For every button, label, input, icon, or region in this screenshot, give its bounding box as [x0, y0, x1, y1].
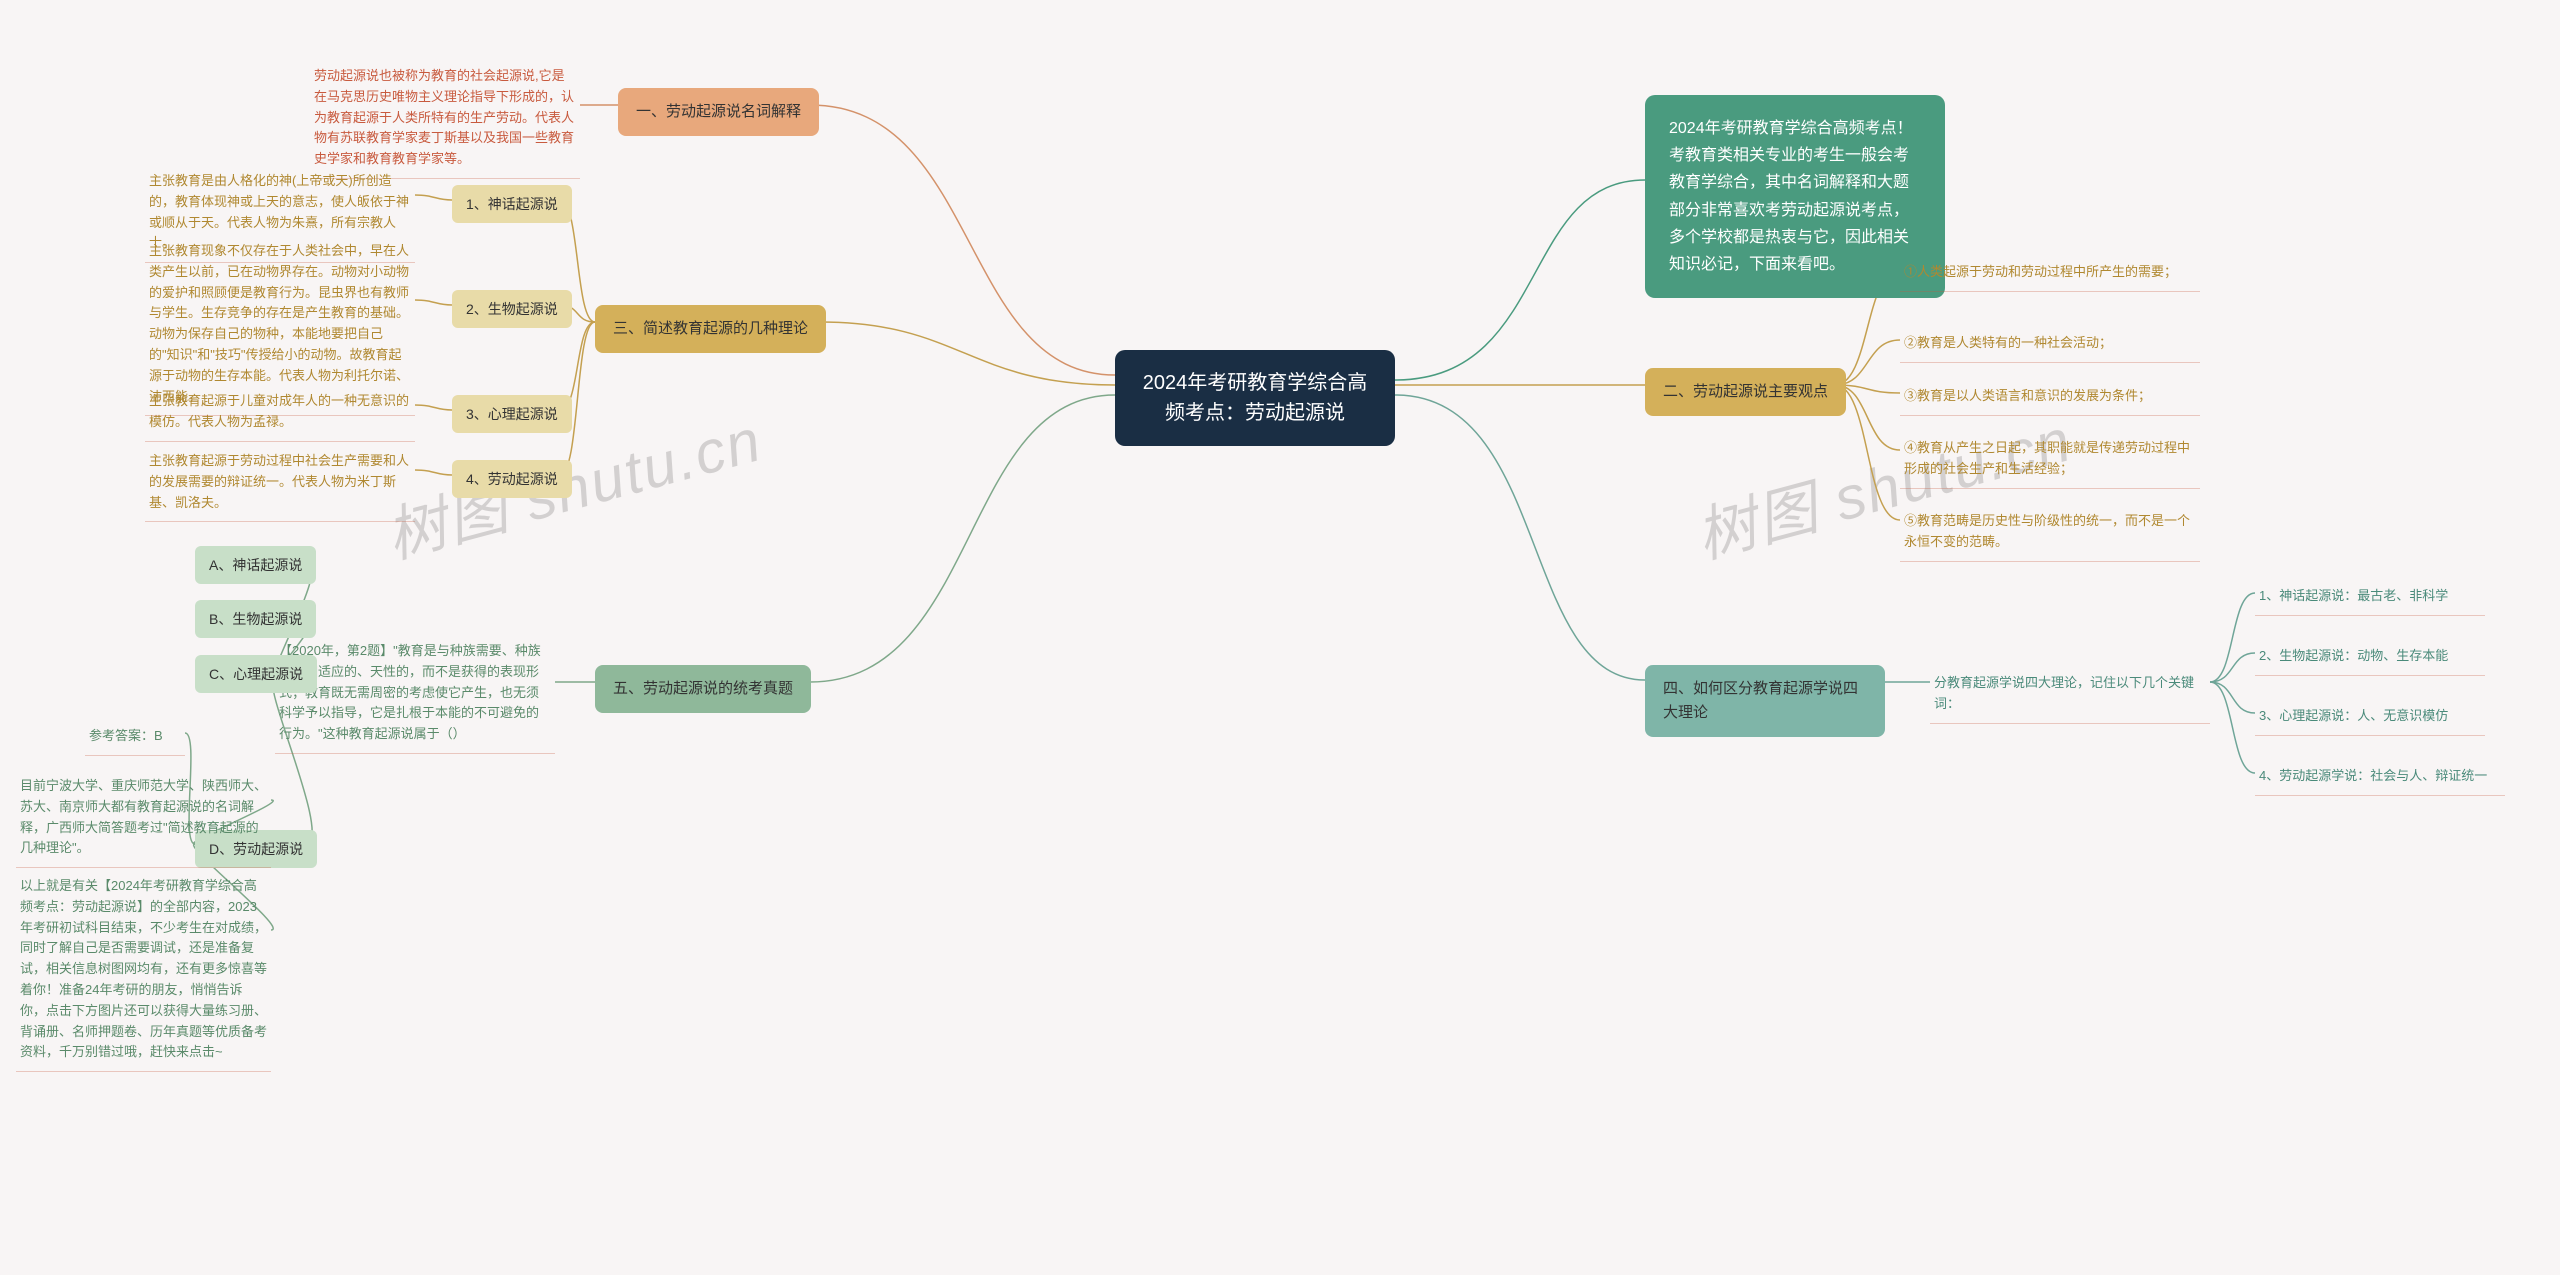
branch-2-item: ③教育是以人类语言和意识的发展为条件； — [1900, 380, 2200, 416]
branch-3[interactable]: 三、简述教育起源的几种理论 — [595, 305, 826, 353]
branch-3-sub-leaf: 主张教育起源于劳动过程中社会生产需要和人的发展需要的辩证统一。代表人物为米丁斯基… — [145, 445, 415, 522]
branch-4-item: 3、心理起源说：人、无意识模仿 — [2255, 700, 2485, 736]
branch-1[interactable]: 一、劳动起源说名词解释 — [618, 88, 819, 136]
branch-4-item: 1、神话起源说：最古老、非科学 — [2255, 580, 2485, 616]
watermark: 树图 shutu.cn — [375, 392, 770, 576]
branch-5-option[interactable]: A、神话起源说 — [195, 546, 316, 584]
branch-5-extra: 以上就是有关【2024年考研教育学综合高频考点：劳动起源说】的全部内容，2023… — [16, 870, 271, 1072]
branch-4-item: 2、生物起源说：动物、生存本能 — [2255, 640, 2485, 676]
branch-3-sub[interactable]: 1、神话起源说 — [452, 185, 572, 223]
branch-4[interactable]: 四、如何区分教育起源学说四大理论 — [1645, 665, 1885, 737]
branch-3-sub-leaf: 主张教育起源于儿童对成年人的一种无意识的模仿。代表人物为孟禄。 — [145, 385, 415, 442]
branch-2-item: ②教育是人类特有的一种社会活动； — [1900, 327, 2200, 363]
branch-4-link: 分教育起源学说四大理论，记住以下几个关键词： — [1930, 667, 2210, 724]
branch-2-item: ①人类起源于劳动和劳动过程中所产生的需要； — [1900, 256, 2200, 292]
branch-5-option[interactable]: B、生物起源说 — [195, 600, 316, 638]
branch-2-item: ⑤教育范畴是历史性与阶级性的统一，而不是一个永恒不变的范畴。 — [1900, 505, 2200, 562]
branch-2[interactable]: 二、劳动起源说主要观点 — [1645, 368, 1846, 416]
branch-3-sub[interactable]: 4、劳动起源说 — [452, 460, 572, 498]
branch-1-leaf: 劳动起源说也被称为教育的社会起源说,它是在马克思历史唯物主义理论指导下形成的，认… — [310, 60, 580, 179]
branch-3-sub[interactable]: 3、心理起源说 — [452, 395, 572, 433]
branch-5-extra: 目前宁波大学、重庆师范大学、陕西师大、苏大、南京师大都有教育起源说的名词解释，广… — [16, 770, 271, 868]
branch-5-option[interactable]: C、心理起源说 — [195, 655, 317, 693]
branch-2-item: ④教育从产生之日起，其职能就是传递劳动过程中形成的社会生产和生活经验； — [1900, 432, 2200, 489]
branch-5-question: 【2020年，第2题】"教育是与种族需要、种族生活相适应的、天性的，而不是获得的… — [275, 635, 555, 754]
branch-5-extra: 参考答案：B — [85, 720, 185, 756]
branch-4-item: 4、劳动起源学说：社会与人、辩证统一 — [2255, 760, 2505, 796]
branch-3-sub[interactable]: 2、生物起源说 — [452, 290, 572, 328]
branch-5[interactable]: 五、劳动起源说的统考真题 — [595, 665, 811, 713]
center-node: 2024年考研教育学综合高频考点：劳动起源说 — [1115, 350, 1395, 446]
